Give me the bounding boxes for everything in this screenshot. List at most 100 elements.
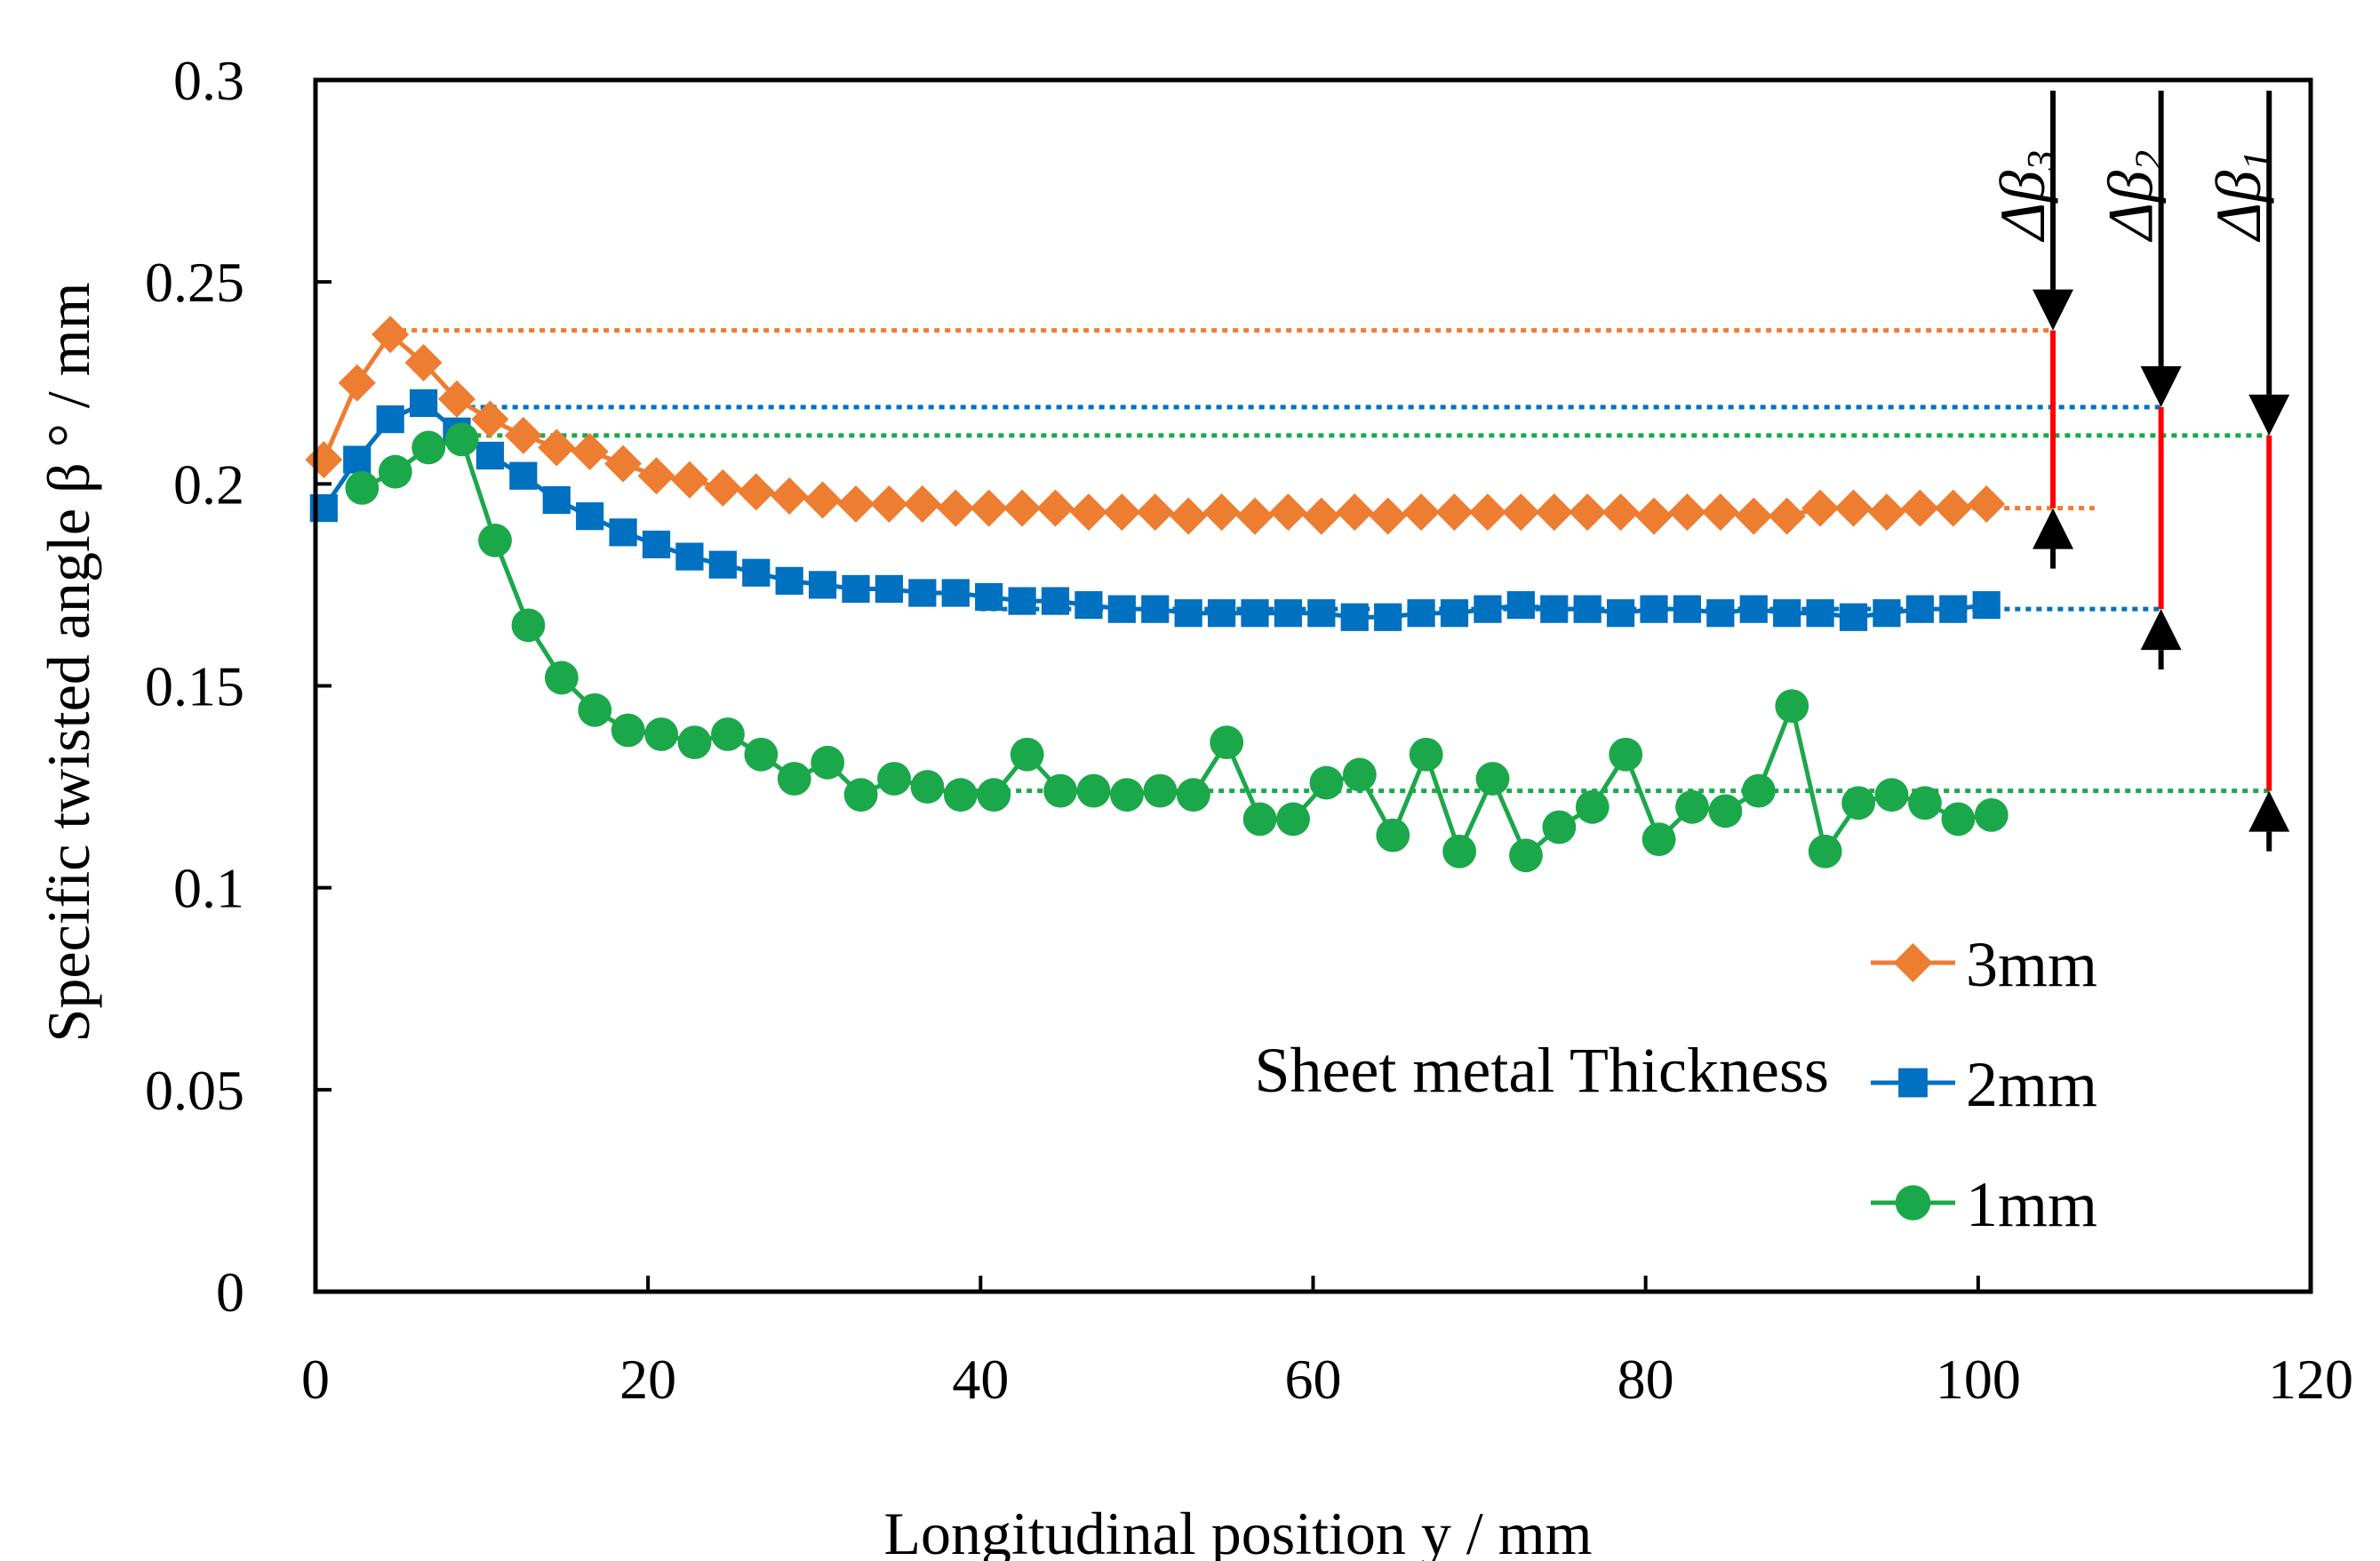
series-2mm: [309, 388, 2001, 631]
data-point-2mm: [675, 542, 704, 571]
data-point-2mm: [1374, 603, 1402, 631]
data-point-1mm: [1575, 789, 1609, 824]
data-point-2mm: [842, 574, 870, 604]
data-point-3mm: [1302, 497, 1340, 535]
data-point-2mm: [542, 485, 571, 515]
data-point-3mm: [1668, 493, 1706, 532]
data-point-1mm: [611, 713, 645, 748]
data-point-1mm: [578, 692, 612, 727]
up-arrow-icon: [2033, 508, 2074, 549]
down-arrow-icon: [2140, 366, 2182, 408]
y-tick-label: 0.1: [173, 857, 244, 920]
x-tick-label: 100: [1936, 1348, 2021, 1411]
data-point-3mm: [1768, 497, 1806, 535]
data-point-1mm: [843, 778, 878, 813]
data-point-3mm: [1103, 493, 1141, 532]
data-point-2mm: [941, 579, 970, 607]
data-point-1mm: [877, 762, 911, 796]
data-point-1mm: [1974, 797, 2009, 832]
delta-annotations: Δβ3 Δβ2 Δβ1: [1987, 91, 2290, 852]
data-point-2mm: [1806, 599, 1834, 628]
data-point-2mm: [1773, 599, 1801, 628]
data-point-3mm: [1601, 493, 1640, 532]
y-tick-label: 0: [216, 1261, 244, 1324]
series-3mm: [305, 316, 2006, 535]
delta-label: Δβ1: [2203, 150, 2280, 243]
data-point-2mm: [475, 441, 505, 470]
data-point-1mm: [1043, 773, 1078, 808]
data-point-2mm: [1208, 599, 1236, 628]
legend-item-1mm: 1mm: [1871, 1169, 2097, 1240]
data-point-3mm: [1269, 493, 1307, 532]
data-point-1mm: [1941, 802, 1976, 837]
data-point-1mm: [1342, 757, 1377, 792]
data-point-2mm: [509, 461, 538, 490]
data-point-2mm: [708, 550, 737, 579]
data-point-2mm: [1506, 591, 1535, 620]
delta-annotation-3: Δβ3: [1987, 91, 2074, 569]
data-point-1mm: [1708, 794, 1743, 829]
data-point-1mm: [1076, 773, 1111, 808]
data-point-1mm: [411, 430, 446, 465]
y-tick-label: 0.15: [145, 655, 244, 718]
data-point-2mm: [742, 558, 771, 587]
data-point-2mm: [1340, 603, 1369, 631]
data-point-2mm: [809, 571, 837, 599]
data-point-3mm: [1569, 493, 1607, 532]
data-point-3mm: [1968, 485, 2006, 524]
data-point-3mm: [305, 441, 343, 479]
data-point-2mm: [576, 502, 604, 531]
legend-label: 3mm: [1966, 929, 2097, 1000]
legend-marker-diamond-icon: [1893, 943, 1933, 982]
data-point-1mm: [1874, 778, 1909, 813]
data-point-1mm: [1741, 773, 1776, 808]
legend-label: 2mm: [1966, 1049, 2097, 1120]
data-point-3mm: [404, 344, 443, 382]
data-point-1mm: [977, 778, 1011, 813]
data-point-3mm: [471, 400, 509, 438]
data-point-2mm: [1407, 599, 1435, 628]
data-point-3mm: [970, 489, 1008, 527]
data-point-2mm: [1607, 599, 1635, 628]
down-arrow-icon: [2033, 289, 2074, 331]
series-1mm: [345, 422, 2009, 873]
data-point-2mm: [1573, 595, 1601, 623]
data-point-1mm: [1908, 786, 1942, 821]
data-point-2mm: [1074, 591, 1103, 620]
data-point-1mm: [1641, 822, 1676, 857]
data-point-3mm: [737, 473, 775, 511]
data-point-3mm: [1701, 493, 1739, 532]
data-point-2mm: [875, 574, 904, 604]
data-point-2mm: [1241, 599, 1269, 628]
data-point-3mm: [1069, 493, 1107, 532]
data-point-2mm: [908, 579, 937, 607]
data-point-1mm: [1309, 765, 1344, 800]
data-point-3mm: [504, 416, 542, 454]
data-point-3mm: [1535, 493, 1573, 532]
y-tick-label: 0.2: [173, 452, 244, 516]
data-point-3mm: [1003, 489, 1042, 527]
data-point-3mm: [1867, 493, 1905, 532]
data-point-2mm: [376, 405, 404, 434]
data-point-3mm: [1735, 497, 1773, 535]
data-point-3mm: [670, 460, 708, 499]
data-point-3mm: [604, 444, 643, 483]
data-point-3mm: [1402, 493, 1441, 532]
data-point-2mm: [1107, 595, 1136, 623]
legend-marker-circle-icon: [1895, 1185, 1931, 1221]
data-point-1mm: [1442, 834, 1477, 869]
x-tick-label: 60: [1285, 1348, 1342, 1411]
data-point-2mm: [1307, 599, 1336, 628]
data-point-2mm: [1873, 599, 1901, 628]
data-point-2mm: [1440, 599, 1469, 628]
up-arrow-icon: [2140, 609, 2182, 651]
data-point-3mm: [637, 457, 675, 495]
data-point-3mm: [438, 380, 476, 418]
data-point-1mm: [744, 737, 779, 772]
delta-label: Δβ2: [2096, 150, 2172, 243]
data-point-1mm: [444, 422, 479, 457]
data-point-3mm: [338, 364, 376, 402]
legend-marker-square-icon: [1898, 1068, 1928, 1098]
data-point-1mm: [777, 762, 811, 796]
data-point-3mm: [937, 489, 975, 527]
